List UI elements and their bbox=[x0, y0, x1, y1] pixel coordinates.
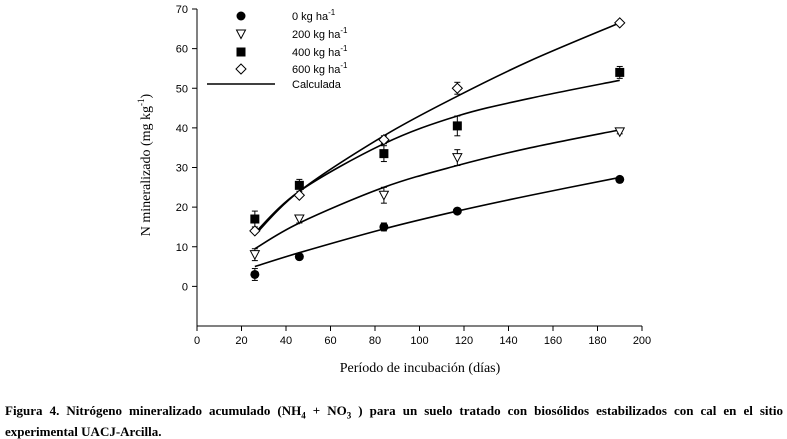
legend-label-1: 200 kg ha-1 bbox=[292, 26, 348, 41]
data-point-series-1 bbox=[378, 190, 390, 201]
x-tick-label: 0 bbox=[194, 335, 200, 347]
data-point-series-0 bbox=[294, 252, 304, 262]
caption-rest: ) para un suelo tratado con biosólidos e… bbox=[5, 403, 783, 439]
data-point-series-3 bbox=[614, 17, 626, 29]
data-point-series-2 bbox=[615, 67, 625, 77]
data-point-series-1 bbox=[294, 214, 305, 225]
data-point-series-3 bbox=[451, 82, 464, 94]
x-axis-label: Período de incubación (días) bbox=[340, 361, 501, 376]
legend-marker-0 bbox=[236, 11, 246, 21]
caption-sub-4: 4 bbox=[301, 410, 306, 421]
legend: 0 kg ha-1 200 kg ha-1 400 kg ha-1 600 kg ha… bbox=[207, 8, 348, 91]
x-tick-label: 200 bbox=[633, 335, 651, 347]
y-tick-label: 50 bbox=[176, 83, 188, 95]
x-tick-label: 180 bbox=[588, 335, 606, 347]
data-point-series-0 bbox=[379, 222, 389, 232]
y-axis-label-main: N mineralizado (mg kg bbox=[139, 106, 154, 236]
y-axis-label-sup: -1 bbox=[136, 98, 146, 106]
y-tick-label: 10 bbox=[176, 242, 188, 254]
legend-label-3: 600 kg ha-1 bbox=[292, 61, 348, 76]
data-point-series-2 bbox=[379, 149, 389, 159]
caption-sub-3: 3 bbox=[346, 410, 352, 421]
data-point-series-0 bbox=[615, 174, 625, 184]
fitted-line-0 bbox=[254, 176, 620, 268]
y-axis-label-close: ) bbox=[139, 93, 154, 98]
caption-prefix: Figura 4. Nitrógeno mineralizado acumula… bbox=[5, 403, 302, 418]
y-tick-label: 20 bbox=[176, 202, 188, 214]
data-point-series-1 bbox=[249, 250, 261, 261]
data-point-series-1 bbox=[451, 153, 463, 164]
data-point-series-3 bbox=[378, 134, 390, 146]
data-point-series-0 bbox=[250, 269, 260, 279]
legend-marker-2 bbox=[236, 47, 246, 57]
chart: 0 10 20 30 40 50 60 70 0 20 40 60 80 100 120 140 160 180 2… bbox=[136, 4, 651, 376]
x-tick-label: 120 bbox=[455, 335, 473, 347]
legend-label-2: 400 kg ha-1 bbox=[292, 44, 348, 59]
legend-label-fitted: Calculada bbox=[292, 79, 342, 91]
axes: 0 10 20 30 40 50 60 70 0 20 40 60 80 100 120 140 160 180 2… bbox=[176, 4, 651, 347]
data-point-series-1 bbox=[614, 127, 626, 138]
x-tick-label: 100 bbox=[410, 335, 428, 347]
fitted-line-1 bbox=[254, 129, 620, 250]
y-tick-label: 30 bbox=[176, 163, 188, 175]
figure-caption: Figura 4. Nitrógeno mineralizado acumula… bbox=[5, 403, 783, 439]
legend-label-0: 0 kg ha-1 bbox=[292, 8, 336, 23]
y-tick-label: 40 bbox=[176, 123, 188, 135]
data-point-series-2 bbox=[250, 214, 260, 224]
x-tick-label: 60 bbox=[324, 335, 336, 347]
data-point-series-3 bbox=[293, 189, 306, 201]
legend-marker-1 bbox=[235, 29, 247, 40]
x-tick-label: 160 bbox=[544, 335, 562, 347]
y-tick-label: 70 bbox=[176, 4, 188, 16]
y-tick-label: 0 bbox=[182, 281, 188, 293]
data-point-series-2 bbox=[452, 121, 462, 131]
data-point-series-3 bbox=[249, 225, 261, 237]
y-tick-label: 60 bbox=[176, 44, 188, 56]
fitted-lines bbox=[254, 22, 621, 268]
legend-marker-3 bbox=[235, 63, 247, 75]
x-tick-label: 80 bbox=[369, 335, 381, 347]
y-axis-label: N mineralizado (mg kg-1) bbox=[136, 93, 154, 236]
caption-mid: + NO bbox=[305, 403, 347, 418]
data-point-series-2 bbox=[294, 180, 304, 190]
fitted-line-2 bbox=[254, 79, 620, 234]
data-point-series-0 bbox=[452, 206, 462, 216]
data-points bbox=[249, 17, 626, 281]
x-tick-label: 140 bbox=[499, 335, 517, 347]
x-tick-label: 40 bbox=[280, 335, 292, 347]
x-tick-label: 20 bbox=[235, 335, 247, 347]
